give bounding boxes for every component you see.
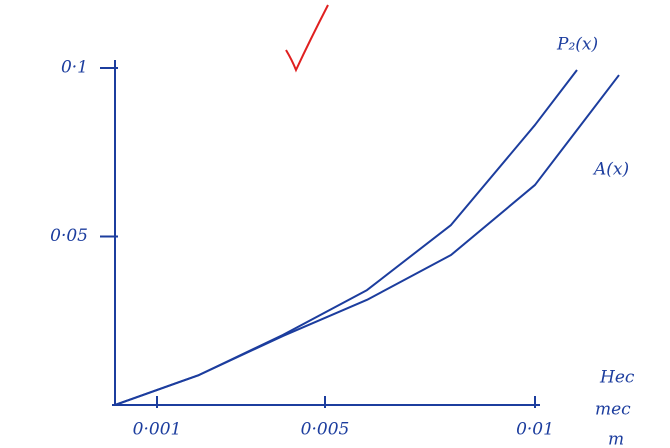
- x-tick-label: 0·001: [133, 420, 182, 440]
- annotation: Hec: [599, 368, 635, 388]
- annotation: mec: [595, 400, 631, 420]
- x-tick-label: 0·005: [301, 420, 350, 440]
- x-tick-label: 0·01: [516, 420, 554, 440]
- y-tick-label: 0·05: [50, 226, 88, 246]
- series-label: A(x): [592, 160, 629, 180]
- chart: 0·05 0·1 0·001 0·005 0·01 P₂(x) A(x) Hec mec m: [0, 0, 670, 448]
- annotation: m: [608, 430, 624, 448]
- series-label: P₂(x): [556, 35, 598, 55]
- y-tick-label: 0·1: [61, 58, 88, 78]
